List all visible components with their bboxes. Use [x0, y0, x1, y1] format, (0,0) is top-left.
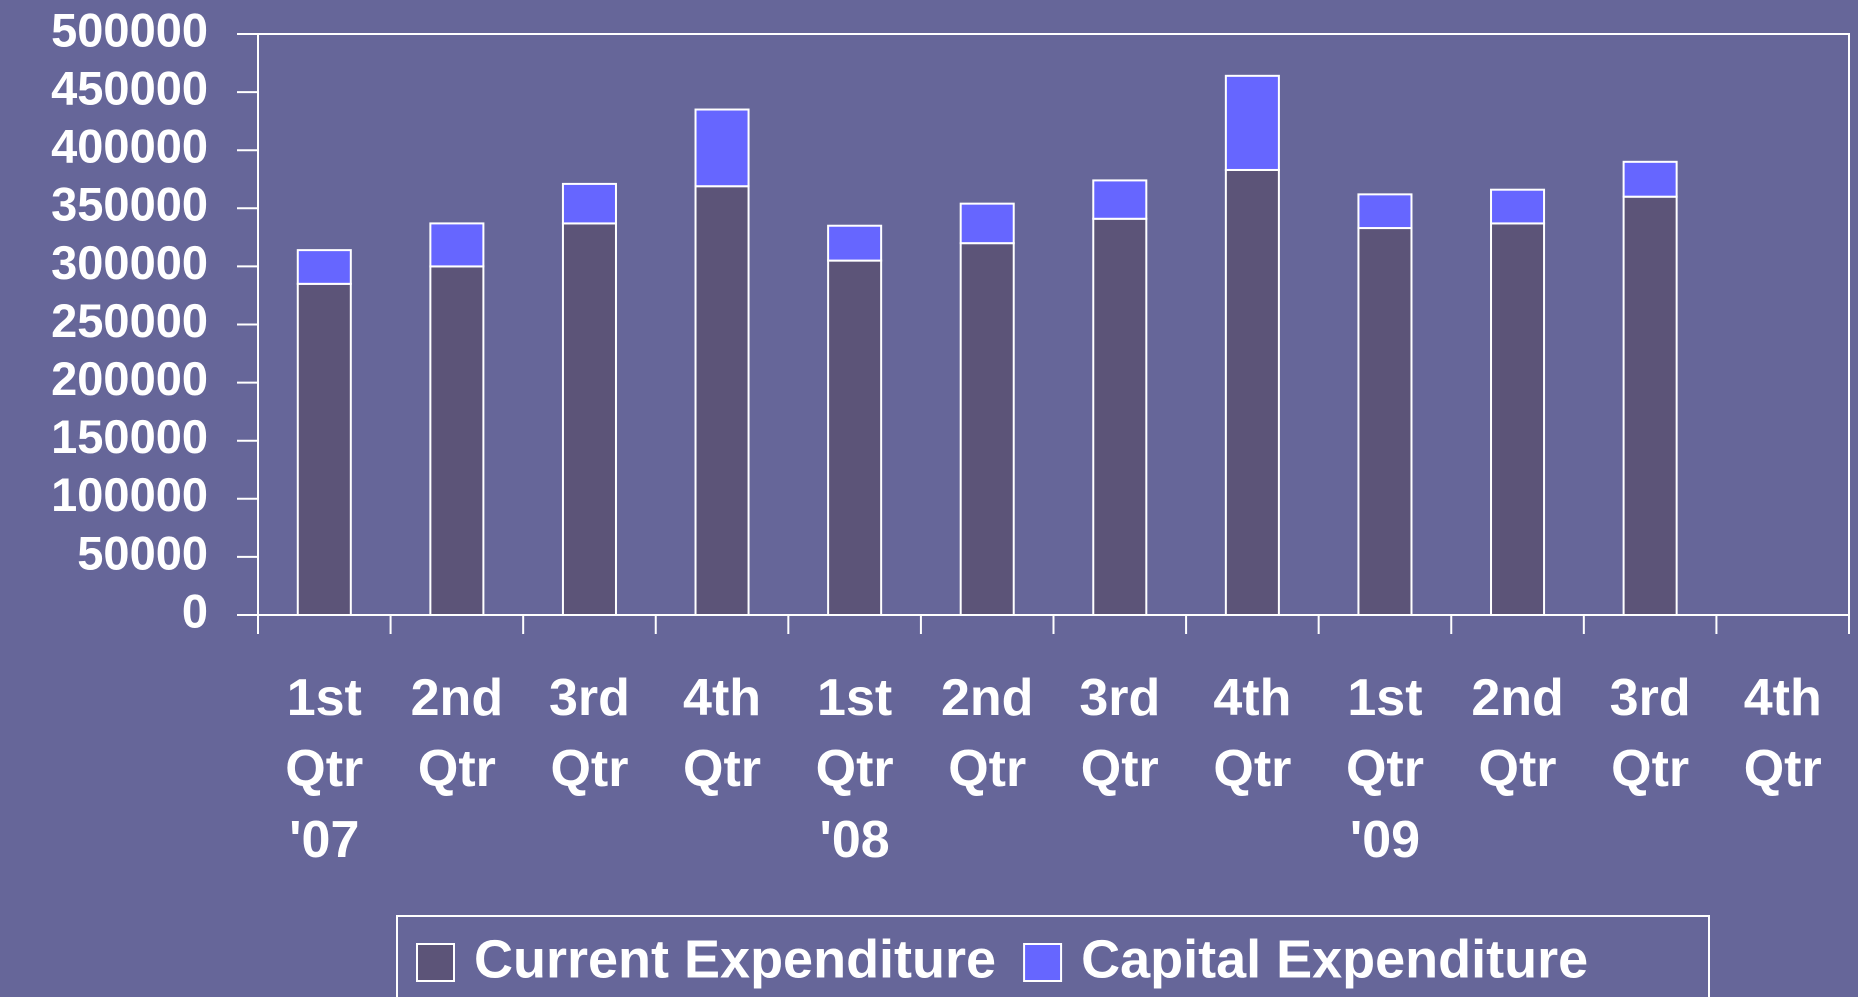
x-tick-label: 2nd Qtr — [1471, 669, 1563, 798]
bar-segment — [1490, 188, 1546, 225]
y-tick-label: 300000 — [51, 236, 208, 289]
y-tick-label: 150000 — [51, 410, 208, 463]
bar-segment — [1092, 179, 1148, 220]
bar-segment — [1224, 168, 1280, 616]
bar-segment — [959, 202, 1015, 245]
bar-segment — [827, 259, 883, 616]
y-tick-label: 250000 — [51, 294, 208, 347]
bar-segment — [561, 222, 617, 616]
x-tick-label: 2nd Qtr — [411, 669, 503, 798]
legend-label: Current Expenditure — [474, 929, 996, 989]
bar-segment — [694, 108, 750, 188]
y-tick-label: 400000 — [51, 120, 208, 173]
bar-segment — [561, 182, 617, 225]
plot-frame — [257, 33, 1850, 616]
bar-segment — [296, 282, 352, 616]
x-tick-label: 1st Qtr '09 — [1346, 669, 1424, 869]
y-tick-label: 350000 — [51, 178, 208, 231]
legend-swatch — [416, 943, 455, 982]
y-tick-label: 200000 — [51, 352, 208, 405]
y-tick-label: 0 — [182, 584, 208, 637]
y-tick-label: 50000 — [77, 526, 208, 579]
bar-segment — [827, 224, 883, 262]
y-tick-label: 450000 — [51, 62, 208, 115]
legend-label: Capital Expenditure — [1081, 929, 1588, 989]
bar-segment — [1092, 217, 1148, 616]
bar-segment — [1622, 160, 1678, 198]
y-tick-label: 500000 — [51, 3, 208, 56]
bar-segment — [1490, 222, 1546, 616]
bar-segment — [1357, 193, 1413, 230]
bar-segment — [1224, 74, 1280, 171]
bar-segment — [296, 249, 352, 285]
bar-segment — [429, 222, 485, 268]
x-tick-label: 4th Qtr — [683, 669, 761, 798]
x-tick-label: 4th Qtr — [1213, 669, 1291, 798]
bar-segment — [959, 242, 1015, 616]
bar-segment — [694, 185, 750, 617]
legend-box — [396, 915, 1710, 997]
legend-swatch — [1023, 943, 1063, 982]
bar-segment — [1622, 195, 1678, 616]
bar-segment — [1357, 227, 1413, 617]
x-tick-label: 3rd Qtr — [1610, 669, 1691, 798]
x-tick-label: 1st Qtr '08 — [816, 669, 894, 869]
bar-segment — [429, 265, 485, 616]
x-tick-label: 2nd Qtr — [941, 669, 1033, 798]
y-tick-label: 100000 — [51, 468, 208, 521]
x-tick-label: 3rd Qtr — [1079, 669, 1160, 798]
x-tick-label: 1st Qtr '07 — [285, 669, 363, 869]
x-tick-label: 4th Qtr — [1744, 669, 1822, 798]
x-tick-label: 3rd Qtr — [549, 669, 630, 798]
